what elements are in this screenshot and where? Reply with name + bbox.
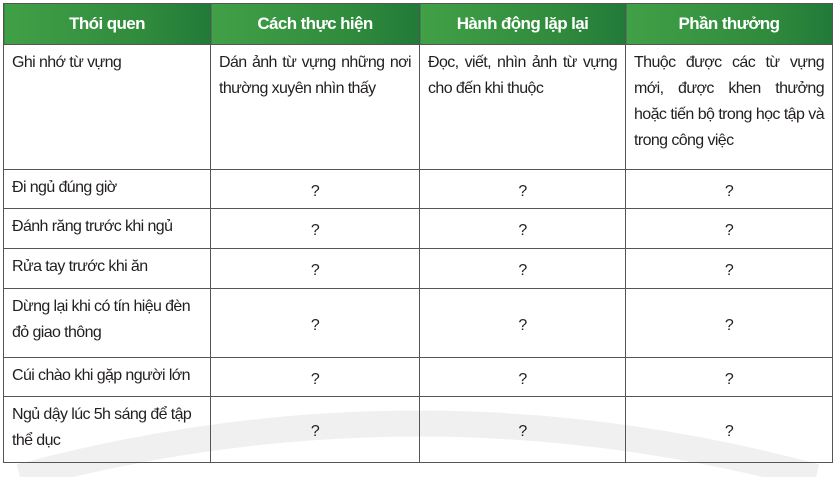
cell-reward: ? — [625, 248, 833, 289]
header-method: Cách thực hiện — [210, 3, 420, 45]
cell-repeated-action: ? — [419, 169, 626, 209]
cell-reward: ? — [625, 396, 833, 463]
cell-habit: Cúi chào khi gặp người lớn — [3, 357, 211, 397]
cell-repeated-action: ? — [419, 357, 626, 397]
cell-habit: Dừng lại khi có tín hiệu đèn đỏ giao thô… — [3, 288, 211, 358]
cell-reward: ? — [625, 288, 833, 358]
table-row: Đánh răng trước khi ngủ ? ? ? — [3, 208, 833, 249]
cell-habit: Đánh răng trước khi ngủ — [3, 208, 211, 249]
cell-habit: Ghi nhớ từ vựng — [3, 44, 211, 170]
cell-method: ? — [210, 169, 420, 209]
cell-repeated-action: ? — [419, 248, 626, 289]
cell-repeated-action: ? — [419, 208, 626, 249]
header-repeated-action: Hành động lặp lại — [419, 3, 626, 45]
cell-repeated-action: ? — [419, 396, 626, 463]
table-row: Ghi nhớ từ vựng Dán ảnh từ vựng những nơ… — [3, 44, 833, 170]
cell-habit: Ngủ dậy lúc 5h sáng để tập thể dục — [3, 396, 211, 463]
table-row: Rửa tay trước khi ăn ? ? ? — [3, 248, 833, 289]
table-row: Ngủ dậy lúc 5h sáng để tập thể dục ? ? ? — [3, 396, 833, 463]
table-row: Đi ngủ đúng giờ ? ? ? — [3, 169, 833, 209]
header-reward: Phần thưởng — [625, 3, 833, 45]
header-row: Thói quen Cách thực hiện Hành động lặp l… — [3, 3, 833, 45]
cell-method: ? — [210, 357, 420, 397]
cell-habit: Đi ngủ đúng giờ — [3, 169, 211, 209]
cell-method: ? — [210, 396, 420, 463]
cell-reward: Thuộc được các từ vựng mới, được khen th… — [625, 44, 833, 170]
cell-repeated-action: ? — [419, 288, 626, 358]
cell-method: ? — [210, 288, 420, 358]
header-habit: Thói quen — [3, 3, 211, 45]
cell-reward: ? — [625, 357, 833, 397]
cell-method: ? — [210, 248, 420, 289]
table-row: Cúi chào khi gặp người lớn ? ? ? — [3, 357, 833, 397]
cell-repeated-action: Đọc, viết, nhìn ảnh từ vựng cho đến khi … — [419, 44, 626, 170]
habits-table: Thói quen Cách thực hiện Hành động lặp l… — [3, 3, 833, 463]
table-row: Dừng lại khi có tín hiệu đèn đỏ giao thô… — [3, 288, 833, 358]
cell-reward: ? — [625, 208, 833, 249]
cell-method: ? — [210, 208, 420, 249]
cell-reward: ? — [625, 169, 833, 209]
cell-method: Dán ảnh từ vựng những nơi thường xuyên n… — [210, 44, 420, 170]
cell-habit: Rửa tay trước khi ăn — [3, 248, 211, 289]
